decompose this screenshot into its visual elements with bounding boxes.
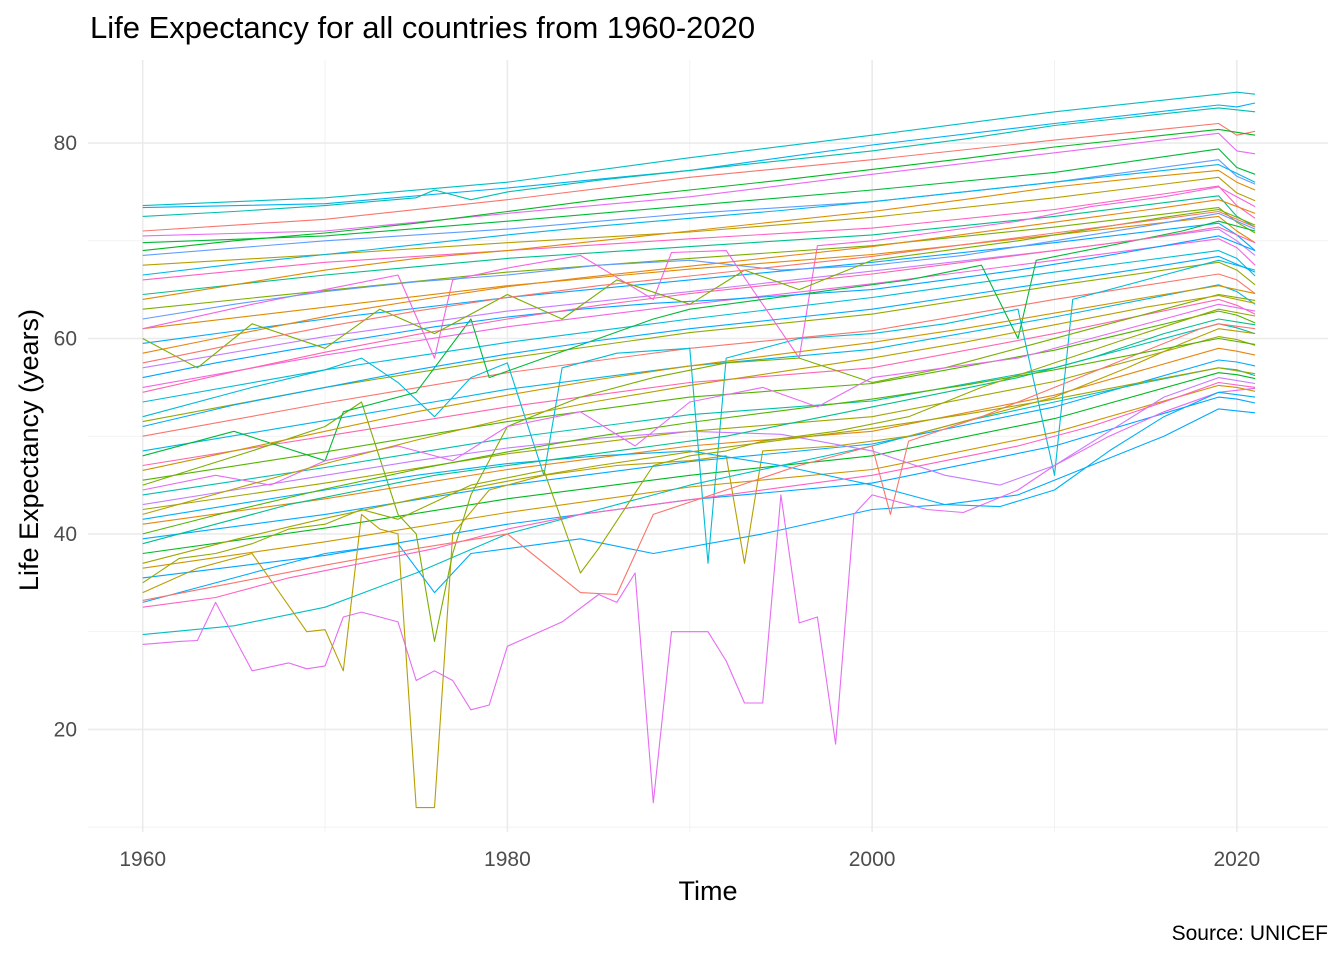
series-line-53 [142, 303, 1256, 491]
series-line-56 [142, 294, 1256, 515]
x-axis-label: Time [679, 876, 738, 906]
series-line-8 [142, 185, 1256, 281]
series-line-38 [142, 381, 1256, 608]
series-line-48 [142, 255, 1256, 428]
y-tick-label: 20 [54, 718, 77, 741]
series-line-46 [142, 128, 1256, 252]
x-tick-label: 1980 [484, 848, 531, 871]
series-line-19 [142, 298, 1256, 467]
series-line-41 [142, 308, 1256, 584]
series-line-20 [142, 310, 1256, 481]
series-line-37 [142, 391, 1256, 520]
series-line-17 [142, 273, 1256, 437]
series-line-32 [142, 293, 1256, 642]
series-line-47 [142, 285, 1256, 471]
y-tick-label: 80 [54, 132, 77, 155]
series-line-29 [142, 408, 1256, 603]
series-line-39 [142, 323, 1256, 601]
series-line-57 [142, 210, 1256, 364]
series-line-27 [142, 396, 1256, 579]
series-line-18 [142, 284, 1256, 452]
x-tick-label: 2000 [849, 848, 896, 871]
series-line-4 [142, 132, 1256, 237]
series-line-14 [142, 238, 1256, 388]
series-line-45 [142, 212, 1256, 320]
series-line-24 [142, 359, 1256, 540]
series-line-10 [142, 207, 1256, 310]
series-line-22 [142, 336, 1256, 511]
series-line-13 [142, 228, 1256, 369]
y-tick-label: 40 [54, 523, 77, 546]
series-line-35 [142, 220, 1256, 462]
series-line-23 [142, 347, 1256, 525]
series-line-21 [142, 323, 1256, 496]
chart-title: Life Expectancy for all countries from 1… [90, 10, 756, 45]
series-line-52 [142, 107, 1256, 217]
chart-caption: Source: UNICEF [1171, 922, 1328, 945]
y-axis-label: Life Expectancy (years) [14, 309, 44, 591]
series-line-25 [142, 372, 1256, 555]
series-line-11 [142, 215, 1256, 330]
series-line-16 [142, 261, 1256, 423]
series-line-55 [142, 164, 1256, 276]
series-lines [142, 91, 1256, 809]
series-line-34 [142, 186, 1256, 359]
series-line-36 [142, 377, 1256, 506]
series-line-40 [142, 318, 1256, 545]
series-line-5 [142, 148, 1256, 244]
series-line-26 [142, 384, 1256, 569]
series-line-49 [142, 226, 1256, 393]
series-line-2 [142, 102, 1256, 209]
x-tick-label: 1960 [119, 848, 166, 871]
series-line-50 [142, 337, 1256, 535]
series-line-54 [142, 208, 1256, 369]
series-line-30 [142, 387, 1256, 804]
series-line-7 [142, 176, 1256, 266]
series-line-15 [142, 250, 1256, 403]
series-line-51 [142, 367, 1256, 564]
series-line-9 [142, 195, 1256, 296]
y-tick-label: 60 [54, 328, 77, 351]
series-line-42 [142, 235, 1256, 379]
series-line-44 [142, 199, 1256, 354]
series-line-43 [142, 169, 1256, 300]
series-line-33 [142, 259, 1256, 564]
series-line-1 [142, 91, 1256, 207]
x-tick-label: 2020 [1213, 848, 1260, 871]
